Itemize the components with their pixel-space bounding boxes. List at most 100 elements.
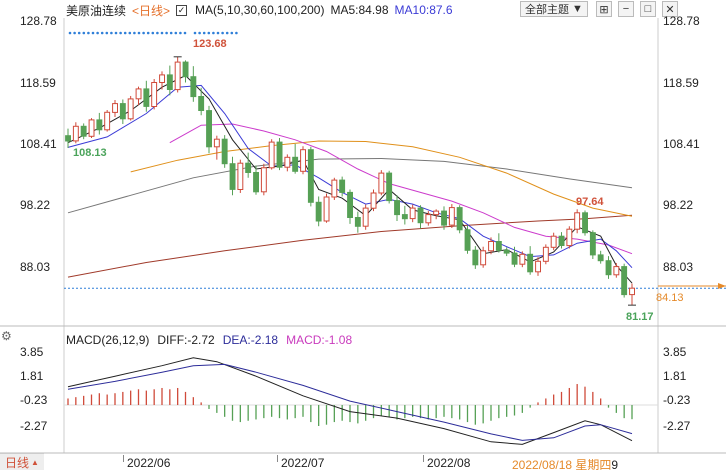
candle-body — [174, 61, 181, 91]
candle-body — [182, 61, 189, 78]
ma-settings-label[interactable]: MA(5,10,30,60,100,200) — [195, 3, 325, 17]
crosshair-date: 2022/08/18 — [512, 458, 573, 470]
theme-dropdown-label: 全部主题 — [525, 4, 570, 16]
signal-dot — [212, 31, 215, 35]
candle-body — [495, 241, 502, 251]
candle-body — [65, 135, 71, 142]
candle-body — [527, 253, 534, 273]
signal-dot — [225, 31, 229, 35]
price-pointer-icon — [718, 283, 726, 289]
maximize-icon[interactable]: □ — [640, 1, 656, 17]
candle-body — [550, 235, 557, 248]
signal-dot — [110, 31, 113, 35]
candle-body — [276, 141, 283, 168]
candle-body — [542, 246, 549, 262]
candle-body — [417, 207, 424, 224]
candle-body — [253, 172, 260, 193]
candle-body — [237, 162, 244, 190]
macd-axis-label: -0.23 — [20, 393, 48, 407]
signal-dot — [82, 31, 86, 35]
gear-icon[interactable]: ⚙ — [1, 329, 12, 343]
candle-body — [574, 212, 581, 230]
candle-body — [143, 88, 150, 107]
candle-body — [72, 125, 79, 142]
x-axis-label: 2022/06 — [127, 456, 171, 470]
candle-body — [347, 191, 354, 218]
candle-body — [488, 241, 495, 252]
candle-body — [229, 163, 236, 190]
theme-dropdown[interactable]: 全部主题 ▼ — [520, 1, 588, 17]
candle-body — [284, 156, 291, 168]
candle-body — [425, 214, 432, 224]
signal-dot — [169, 31, 173, 35]
signal-dot — [137, 31, 141, 35]
y-axis-label-right: 128.78 — [663, 14, 700, 28]
candle-body — [535, 260, 541, 273]
chart-header: 美原油连续 <日线> ✓ MA(5,10,30,60,100,200) MA5:… — [66, 2, 453, 18]
candle-body — [331, 179, 338, 198]
candle-body — [135, 88, 142, 100]
candle-body — [386, 172, 393, 202]
ma100-line — [67, 157, 633, 214]
signal-dot — [160, 31, 164, 35]
recent-low-annotation: 81.17 — [626, 311, 654, 323]
candle-body — [354, 217, 361, 227]
low-annotation: 108.13 — [73, 147, 107, 159]
y-axis-label-right: 108.41 — [663, 137, 700, 151]
signal-dot — [207, 31, 211, 35]
x-tick — [277, 455, 285, 462]
chevron-down-icon: ▼ — [572, 3, 583, 15]
macd-dea-line — [67, 363, 633, 441]
candle-body — [88, 119, 95, 137]
chevron-up-icon: ▲ — [31, 457, 39, 467]
candle-body — [597, 254, 604, 262]
macd-settings-label[interactable]: MACD(26,12,9) — [66, 333, 150, 347]
y-axis-label-right: 118.59 — [663, 76, 699, 90]
grid-icon[interactable]: ⊞ — [596, 1, 612, 17]
candle-body — [558, 235, 565, 246]
candle-body — [511, 252, 518, 265]
y-axis-label: 108.41 — [20, 137, 57, 151]
candle-body — [245, 162, 252, 173]
candle-body — [629, 287, 635, 296]
candle-body — [159, 74, 166, 84]
candle-body — [448, 207, 455, 226]
candle-body — [378, 172, 385, 194]
signal-dot — [100, 31, 104, 35]
signal-dot — [146, 31, 150, 35]
candle-body — [315, 201, 322, 222]
y-axis-label-right: 88.03 — [663, 260, 694, 274]
candle-body — [213, 138, 220, 148]
candle-body — [260, 167, 267, 193]
signal-dot — [235, 31, 238, 35]
signal-dot — [133, 31, 136, 35]
x-axis-label: 2022/08 — [427, 456, 471, 470]
current-price-tag: 84.13 — [656, 292, 684, 304]
close-icon[interactable]: ✕ — [662, 1, 678, 17]
period-label[interactable]: <日线> — [132, 3, 171, 18]
macd-axis-label-right: -0.23 — [663, 393, 691, 407]
signal-dot — [73, 31, 76, 35]
macd-diff-line — [67, 357, 633, 445]
period-tab[interactable]: 日线 ▲ — [0, 453, 44, 470]
macd-axis-label-right: 1.81 — [663, 369, 687, 383]
candle-body — [323, 196, 330, 222]
signal-dot — [174, 31, 178, 35]
signal-dot — [123, 31, 127, 35]
signal-dot — [198, 31, 201, 35]
candle-body — [621, 266, 628, 296]
signal-dot — [105, 31, 109, 35]
ma-toggle-checkbox[interactable]: ✓ — [176, 4, 188, 16]
candle-body — [166, 74, 173, 91]
minimize-icon[interactable]: − — [618, 1, 634, 17]
candle-body — [307, 149, 314, 203]
crosshair-weekday: 星期四 — [575, 458, 612, 470]
candle-body — [112, 103, 118, 113]
ma10-line — [67, 84, 633, 269]
signal-dot — [221, 31, 224, 35]
crosshair-suffix: 9 — [611, 458, 619, 470]
signal-dot — [151, 31, 155, 35]
candle-body — [300, 149, 307, 172]
candle-body — [613, 266, 620, 276]
